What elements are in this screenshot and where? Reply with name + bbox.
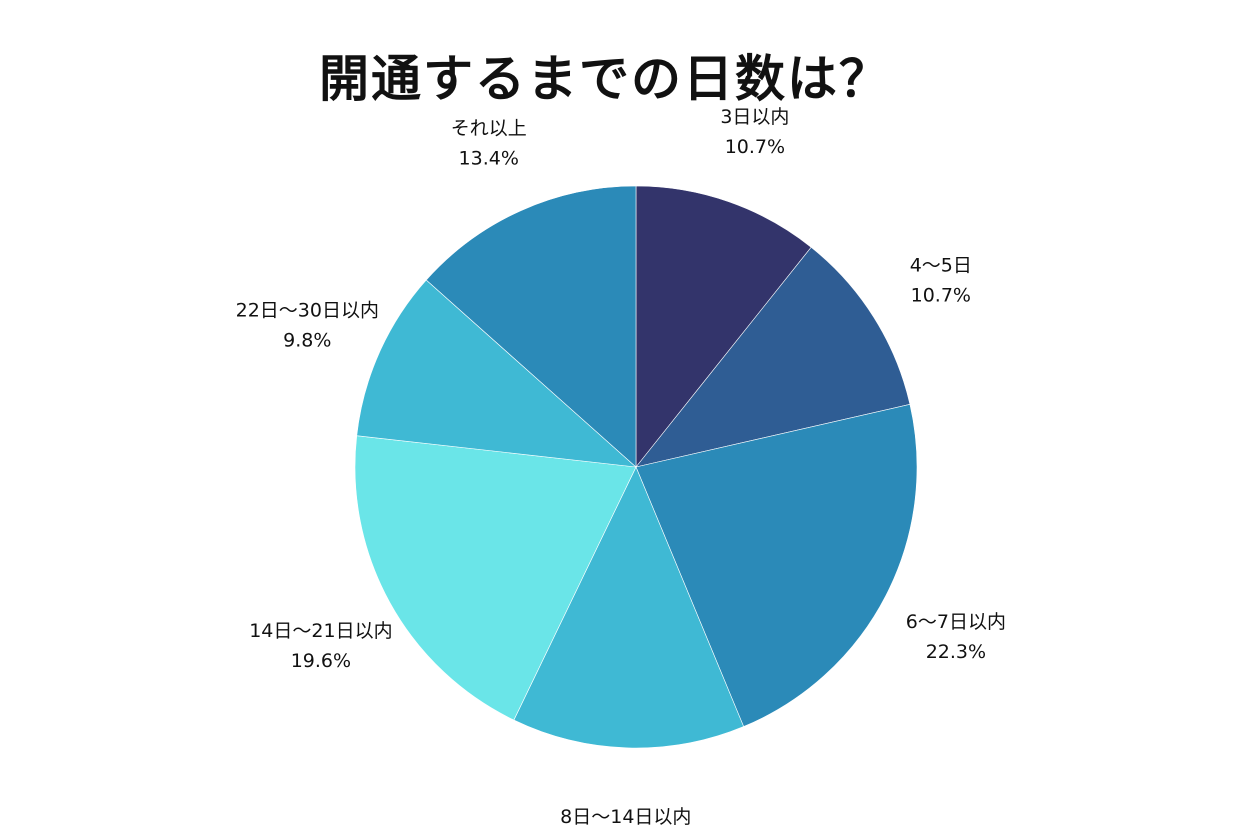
slice-label-group: 4〜5日 10.7% [910, 254, 972, 306]
slice-label-group: 6〜7日以内 22.3% [906, 611, 1006, 663]
slice-category-label: 14日〜21日以内 [249, 620, 392, 642]
slice-value-label: 9.8% [283, 329, 331, 351]
slice-category-label: 8日〜14日以内 [560, 806, 691, 828]
pie-slice [635, 403, 918, 727]
slice-value-label: 10.7% [725, 136, 785, 158]
slice-value-label: 19.6% [291, 650, 351, 672]
slice-category-label: 3日以内 [720, 106, 789, 128]
slice-label-group: 3日以内 10.7% [720, 106, 789, 158]
pie-slice [513, 466, 745, 749]
pie-labels: 3日以内10.7%4〜5日10.7%6〜7日以内22.3%8日〜14日以内13.… [236, 106, 1006, 828]
slice-value-label: 10.7% [911, 284, 971, 306]
slice-category-label: それ以上 [451, 118, 527, 140]
slice-value-label: 22.3% [926, 641, 986, 663]
pie-slice [354, 435, 637, 721]
slice-label-group: 14日〜21日以内 19.6% [249, 620, 392, 672]
slice-category-label: 6〜7日以内 [906, 611, 1006, 633]
pie-slices [354, 185, 918, 749]
slice-label-group: それ以上 13.4% [451, 118, 527, 170]
pie-slice [635, 246, 911, 468]
slice-value-label: 13.4% [459, 148, 519, 170]
pie-slice [356, 279, 637, 468]
slice-label-group: 22日〜30日以内 9.8% [236, 299, 379, 351]
chart-title: 開通するまでの日数は？ [319, 50, 891, 108]
slice-category-label: 4〜5日 [910, 254, 972, 276]
pie-slice [635, 185, 812, 468]
slice-label-group: 8日〜14日以内13.4% [560, 806, 691, 828]
pie-slice [425, 185, 637, 468]
slice-category-label: 22日〜30日以内 [236, 299, 379, 321]
